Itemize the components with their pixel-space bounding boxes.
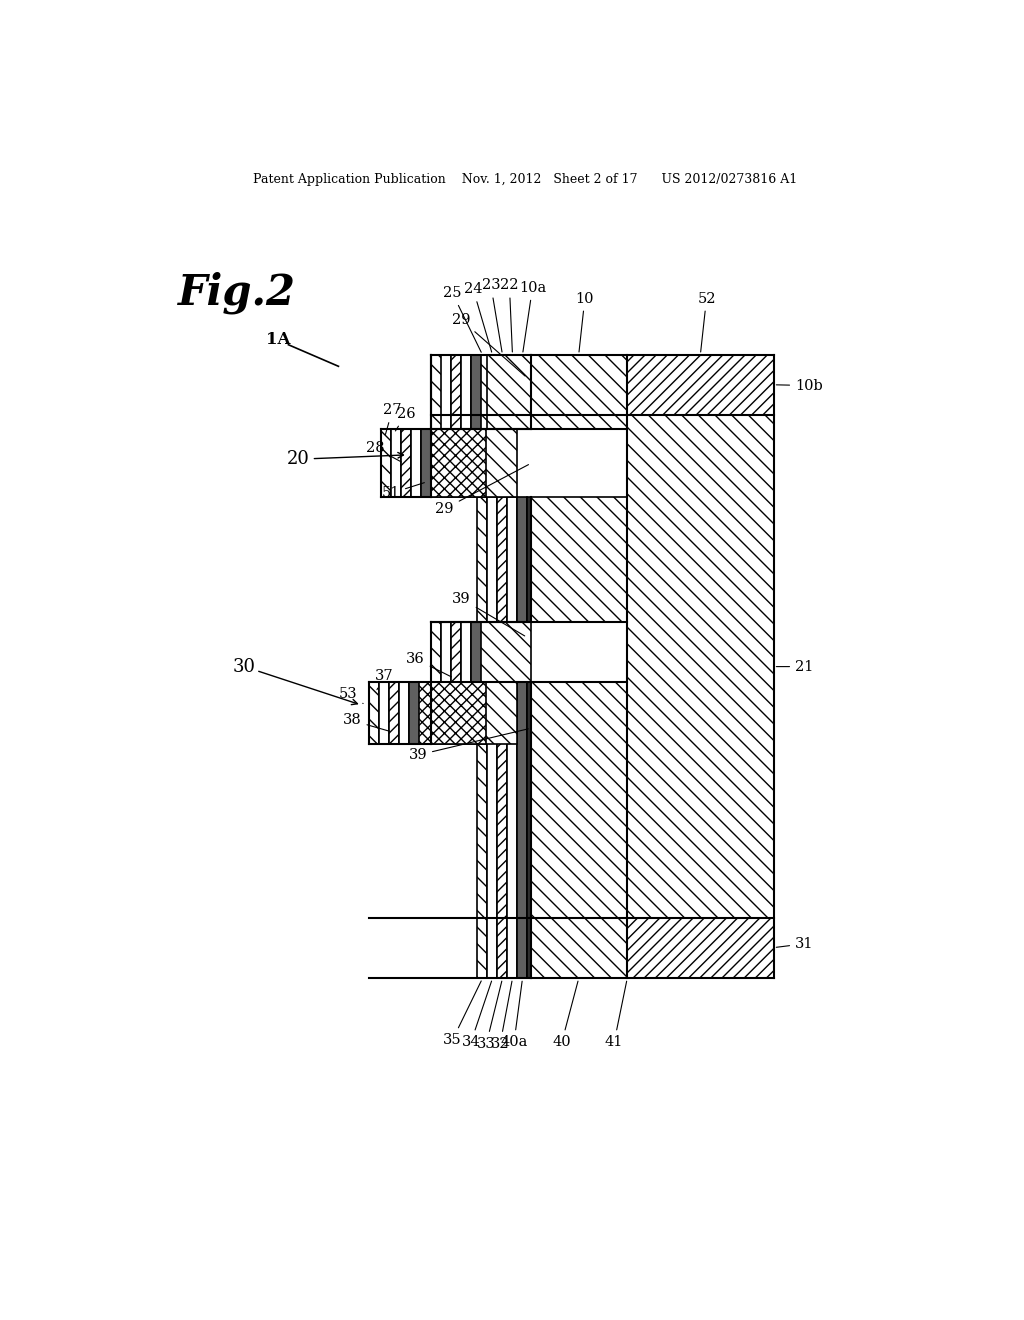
Text: 24: 24 — [464, 282, 492, 352]
Bar — [421, 429, 431, 498]
Text: 28: 28 — [366, 441, 401, 462]
Text: 36: 36 — [407, 652, 452, 677]
Bar — [381, 429, 391, 498]
Bar — [461, 622, 471, 682]
Bar — [370, 682, 486, 743]
Text: 23: 23 — [481, 279, 502, 352]
Bar — [628, 414, 773, 919]
Bar — [527, 355, 531, 429]
Bar — [527, 682, 531, 978]
Text: 40a: 40a — [501, 981, 527, 1049]
Text: 32: 32 — [490, 981, 512, 1051]
Bar — [381, 429, 486, 498]
Bar — [441, 622, 451, 682]
Bar — [531, 355, 628, 429]
Bar — [471, 622, 481, 682]
Bar — [477, 355, 487, 429]
Bar — [391, 429, 400, 498]
Text: 35: 35 — [443, 981, 481, 1047]
Bar — [410, 682, 419, 743]
Bar — [431, 622, 531, 682]
Bar — [379, 682, 389, 743]
Bar — [497, 498, 507, 622]
Bar — [531, 498, 628, 622]
Text: 25: 25 — [443, 286, 481, 352]
Text: 52: 52 — [697, 292, 716, 352]
Bar — [497, 355, 507, 429]
Text: 1A: 1A — [266, 331, 291, 348]
Text: Patent Application Publication    Nov. 1, 2012   Sheet 2 of 17      US 2012/0273: Patent Application Publication Nov. 1, 2… — [253, 173, 797, 186]
Bar — [487, 682, 497, 978]
Text: 10b: 10b — [776, 379, 823, 392]
Text: 21: 21 — [776, 660, 813, 673]
Text: 20: 20 — [287, 450, 310, 467]
Bar — [517, 682, 527, 978]
Bar — [451, 622, 461, 682]
Text: 33: 33 — [477, 981, 502, 1051]
Bar — [507, 498, 517, 622]
Text: 34: 34 — [462, 981, 492, 1049]
Bar — [471, 355, 481, 429]
Bar — [531, 682, 628, 978]
Text: 29: 29 — [453, 313, 525, 376]
Bar — [628, 355, 773, 978]
Bar — [628, 355, 773, 414]
Text: 26: 26 — [395, 407, 416, 430]
Text: Fig.2: Fig.2 — [178, 272, 296, 314]
Text: 10a: 10a — [519, 281, 546, 352]
Text: 40: 40 — [552, 981, 578, 1049]
Text: 30: 30 — [233, 657, 256, 676]
Bar — [399, 682, 410, 743]
Text: 10: 10 — [575, 292, 594, 352]
Text: 39: 39 — [409, 729, 528, 762]
Bar — [487, 355, 497, 429]
Bar — [431, 355, 487, 429]
Bar — [527, 498, 531, 622]
Text: 39: 39 — [453, 591, 524, 636]
Bar — [431, 355, 531, 429]
Bar — [400, 429, 411, 498]
Text: 41: 41 — [605, 981, 627, 1049]
Bar — [411, 429, 421, 498]
Text: 51: 51 — [382, 483, 424, 500]
Bar — [507, 355, 517, 429]
Bar — [477, 682, 487, 978]
Text: 29: 29 — [435, 465, 528, 516]
Bar — [487, 498, 497, 622]
Bar — [441, 355, 451, 429]
Bar — [451, 355, 461, 429]
Bar — [517, 498, 527, 622]
Bar — [497, 682, 507, 978]
Bar — [370, 682, 517, 743]
Bar — [517, 355, 527, 429]
Bar — [381, 429, 517, 498]
Text: 31: 31 — [776, 937, 814, 950]
Text: 37: 37 — [376, 669, 394, 689]
Bar — [477, 498, 487, 622]
Bar — [389, 682, 399, 743]
Bar — [507, 682, 517, 978]
Bar — [370, 682, 379, 743]
Text: 53: 53 — [339, 686, 364, 704]
Bar — [431, 622, 441, 682]
Text: 38: 38 — [343, 714, 390, 731]
Text: 22: 22 — [500, 279, 518, 352]
Bar — [461, 355, 471, 429]
Bar — [628, 919, 773, 978]
Text: 27: 27 — [383, 403, 401, 434]
